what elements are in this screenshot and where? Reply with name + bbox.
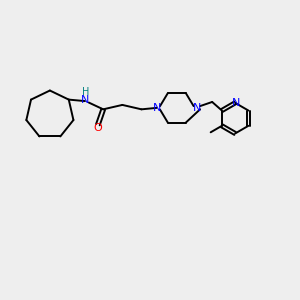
Text: N: N [193,103,201,113]
Text: N: N [81,95,89,106]
Text: N: N [232,98,240,108]
Text: O: O [93,124,102,134]
Text: H: H [82,87,89,97]
Text: N: N [153,103,161,113]
